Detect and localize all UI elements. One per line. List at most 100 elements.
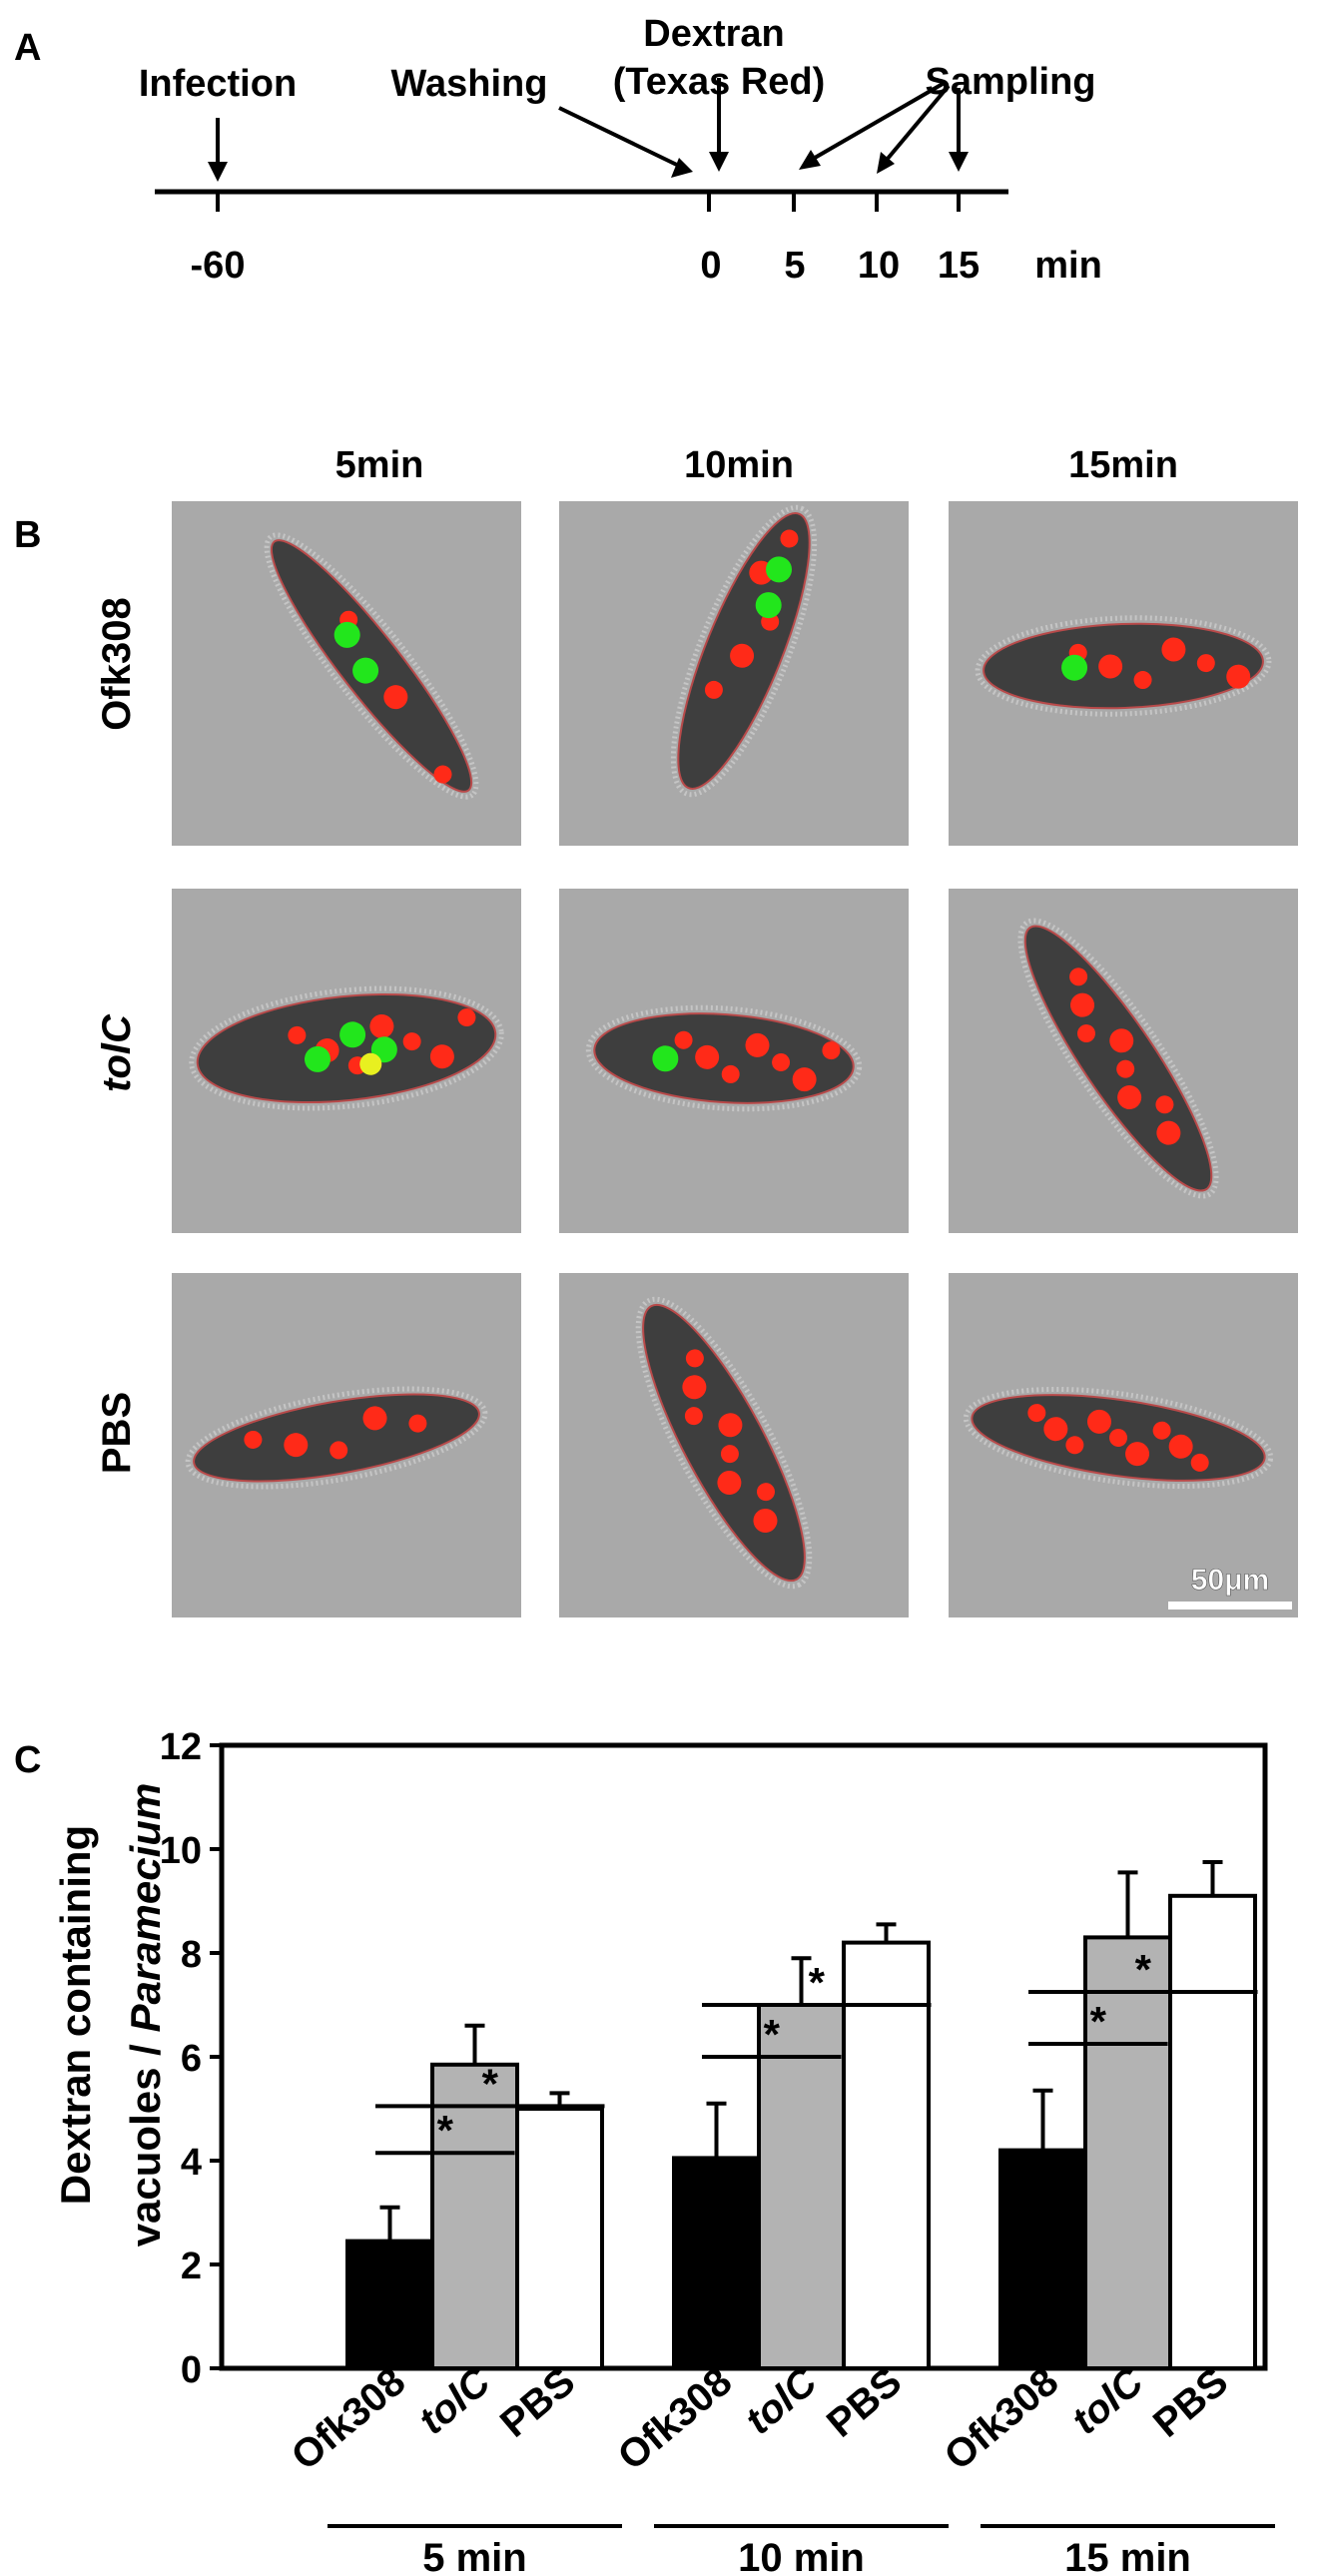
y-axis-label-italic: Paramecium [122,1783,169,2033]
cilia [185,1386,488,1490]
red-vacuole [1065,1436,1084,1455]
bar [842,1940,931,2370]
group-label: 5 min [422,2536,526,2576]
green-bacteria [339,1021,366,1048]
red-vacuole [1070,992,1095,1017]
micrograph-image [949,501,1298,846]
micrograph-image [559,889,909,1233]
bar [345,2239,434,2371]
micrograph-image [172,501,521,846]
red-vacuole [288,1025,307,1044]
event-washing: Washing [391,63,548,105]
significance-star: * [1135,1946,1152,1993]
event-infection: Infection [139,63,297,105]
red-vacuole [1196,654,1215,673]
scale-bar-line [1168,1602,1292,1610]
cell-body [983,622,1264,710]
x-category-label: PBS [1145,2359,1236,2446]
significance-star: * [482,2060,499,2107]
red-vacuole [792,1067,817,1092]
y-tick-label: 10 [160,1830,202,1872]
red-vacuole [745,1032,770,1057]
green-bacteria [333,621,360,648]
x-category-label: Ofk308 [937,2359,1066,2478]
red-vacuole [1226,664,1251,689]
red-vacuole [753,1509,778,1534]
paramecium-cell [585,1004,863,1112]
red-vacuole [1161,637,1186,662]
red-vacuole [822,1041,841,1060]
y-tick-label: 8 [181,1934,202,1976]
red-vacuole [362,1406,387,1431]
red-vacuole [1116,1059,1135,1078]
tick-label: 15 [938,245,980,287]
paramecium-cell [185,1386,488,1490]
panel-b: B 5min 10min 15min Ofk308 tolC PBS 50μm [14,444,1298,1617]
red-vacuole [433,765,452,784]
red-vacuole [369,1013,394,1038]
y-axis-label-line2: vacuoles / Paramecium [122,1783,169,2248]
scale-bar: 50μm [1168,1564,1292,1610]
significance-star: * [764,2011,781,2058]
micrograph-image [949,889,1298,1233]
x-category-label: PBS [819,2359,910,2446]
red-vacuole [1168,1434,1193,1459]
y-axis-label-line1: Dextran containing [52,1825,99,2205]
red-vacuole [1117,1085,1142,1110]
paramecium-cell [264,532,479,800]
red-vacuole [1098,654,1123,679]
y-tick-label: 0 [181,2349,202,2391]
red-vacuole [408,1414,427,1433]
event-dextran-line2: (Texas Red) [613,61,826,103]
red-vacuole [730,643,755,668]
bar [430,2062,519,2371]
tick-label: 10 [858,245,900,287]
bar [998,2148,1087,2371]
timeline-arrows [208,78,969,182]
row-label: PBS [95,1392,139,1474]
red-vacuole [1086,1409,1111,1434]
panel-a-letter: A [14,27,41,69]
red-vacuole [674,1030,693,1049]
bar [672,2156,761,2370]
micrograph-image [559,501,909,846]
panel-a: A Infection Washing Dextran (Texas Red) … [14,13,1102,287]
micrograph-grid [172,501,1298,1617]
green-bacteria [352,657,379,684]
red-vacuole [685,1349,704,1368]
cell-body [193,1393,480,1483]
tick-label: 0 [700,245,721,287]
row-label: Ofk308 [95,597,139,730]
paramecium-cell [975,615,1272,717]
red-vacuole [244,1430,263,1449]
paramecium-cell [963,1386,1274,1490]
bar [1168,1893,1257,2371]
red-vacuole [682,1375,707,1400]
y-tick-label: 2 [181,2246,202,2287]
significance-star: * [437,2107,454,2154]
red-vacuole [718,1413,743,1438]
red-vacuole [720,1445,739,1464]
cilia [264,532,479,800]
y-tick-label: 12 [160,1726,202,1768]
y-tick-label: 4 [181,2142,202,2184]
red-vacuole [284,1433,309,1458]
group-label: 15 min [1064,2536,1191,2576]
red-vacuole [1125,1442,1150,1467]
red-vacuole [1043,1417,1068,1442]
green-bacteria [766,556,793,583]
cilia [585,1004,863,1112]
bar [1083,1935,1172,2371]
tick-label: 5 [784,245,805,287]
red-vacuole [1133,671,1152,690]
panel-c: C Dextran containing vacuoles / Parameci… [14,1726,1275,2576]
paramecium-cell [189,985,504,1111]
green-bacteria [304,1045,330,1072]
x-category-label: Ofk308 [284,2359,413,2478]
significance-star: * [809,1959,826,2006]
event-dextran-line1: Dextran [643,13,785,55]
event-sampling: Sampling [925,61,1095,103]
green-bacteria [755,592,782,619]
panel-b-letter: B [14,514,41,556]
